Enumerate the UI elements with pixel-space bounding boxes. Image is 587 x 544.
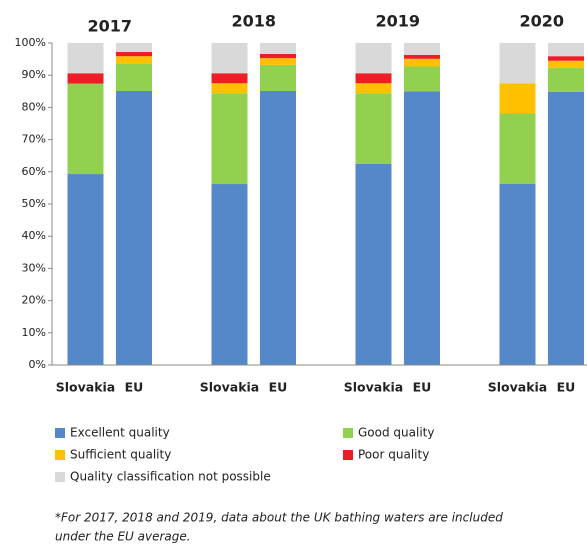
legend-label: Poor quality <box>358 448 429 462</box>
legend-swatch <box>343 428 353 438</box>
x-tick-label: EU <box>413 380 432 395</box>
x-tick-label: EU <box>269 380 288 395</box>
bar-segment <box>499 83 536 114</box>
bar-segment <box>548 43 584 57</box>
y-tick-label: 40% <box>22 229 46 242</box>
bar-segment <box>211 93 248 185</box>
bar-segment <box>67 73 104 84</box>
legend-swatch <box>55 450 65 460</box>
bar-segment <box>355 163 392 365</box>
bar-segment <box>116 52 152 57</box>
legend-swatch <box>55 472 65 482</box>
bar-segment <box>211 184 248 365</box>
legend-swatch <box>343 450 353 460</box>
group-label: 2017 <box>87 17 132 36</box>
bar-segment <box>548 56 584 61</box>
y-tick-label: 10% <box>22 326 46 339</box>
bar-segment <box>260 53 296 59</box>
bar-segment <box>260 43 296 54</box>
bar-segment <box>499 183 536 365</box>
x-tick-label: Slovakia <box>488 380 548 395</box>
bar-segment <box>211 43 248 74</box>
bar-segment <box>404 43 440 55</box>
y-tick-label: 30% <box>22 261 46 274</box>
x-tick-label: Slovakia <box>344 380 404 395</box>
bar-segment <box>211 83 248 94</box>
group-label: 2018 <box>231 12 276 31</box>
bar-segment <box>548 67 584 92</box>
bar-segment <box>548 91 584 365</box>
x-tick-label: EU <box>125 380 144 395</box>
bar-segment <box>116 56 152 64</box>
x-tick-label: EU <box>557 380 576 395</box>
bar-segment <box>404 66 440 92</box>
bar-segment <box>116 63 152 91</box>
y-tick-label: 0% <box>29 358 46 371</box>
legend-swatch <box>55 428 65 438</box>
y-tick-label: 80% <box>22 100 46 113</box>
bar-segment <box>116 90 152 365</box>
y-tick-label: 50% <box>22 197 46 210</box>
bar-segment <box>67 43 104 74</box>
bar-segment <box>355 73 392 84</box>
legend-label: Good quality <box>358 426 434 440</box>
bar-segment <box>404 91 440 366</box>
bar-segment <box>67 83 104 175</box>
bar-segment <box>355 83 392 94</box>
group-label: 2020 <box>519 12 564 31</box>
legend-label: Quality classification not possible <box>70 470 271 484</box>
bar-segment <box>499 43 536 84</box>
bar-segment <box>67 174 104 365</box>
bar-segment <box>116 43 152 53</box>
legend-label: Excellent quality <box>70 426 170 440</box>
y-tick-label: 70% <box>22 133 46 146</box>
bar-segment <box>548 60 584 68</box>
y-tick-label: 60% <box>22 165 46 178</box>
bar-segment <box>355 93 392 164</box>
bar-segment <box>260 58 296 65</box>
bar-segment <box>260 64 296 91</box>
group-label: 2019 <box>375 12 420 31</box>
bar-segment <box>404 54 440 59</box>
legend-label: Sufficient quality <box>70 448 171 462</box>
bar-segment <box>499 113 536 184</box>
x-tick-label: Slovakia <box>56 380 116 395</box>
y-tick-label: 20% <box>22 294 46 307</box>
y-tick-label: 90% <box>22 68 46 81</box>
footnote: *For 2017, 2018 and 2019, data about the… <box>55 511 503 525</box>
footnote: under the EU average. <box>55 530 191 544</box>
bar-segment <box>260 90 296 365</box>
x-tick-label: Slovakia <box>200 380 260 395</box>
bar-segment <box>404 58 440 67</box>
y-tick-label: 100% <box>15 36 46 49</box>
bar-segment <box>211 73 248 84</box>
bar-segment <box>355 43 392 74</box>
